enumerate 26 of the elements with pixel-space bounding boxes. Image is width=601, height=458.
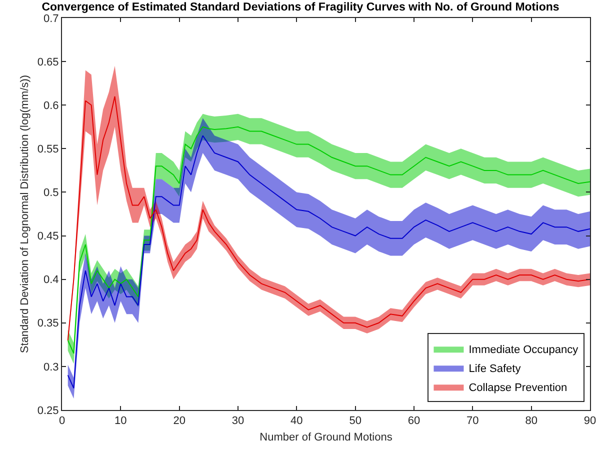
x-tick-label: 0 [58, 415, 66, 428]
x-tick-label: 70 [466, 415, 479, 428]
chart-title: Convergence of Estimated Standard Deviations of Fragility Curves with No. of Ground Motions [42, 1, 560, 14]
legend-label: Collapse Prevention [468, 382, 568, 394]
y-tick-label: 0.55 [37, 144, 59, 156]
y-tick-label: 0.5 [44, 187, 59, 200]
x-tick-label: 40 [290, 415, 303, 428]
x-axis-title: Number of Ground Motions [260, 431, 393, 444]
y-tick-label: 0.3 [44, 361, 59, 374]
legend-label: Life Safety [468, 362, 522, 375]
x-tick-label: 10 [114, 415, 127, 428]
y-tick-label: 0.25 [37, 404, 59, 417]
x-tick-label: 30 [232, 415, 244, 428]
x-tick-label: 50 [349, 415, 362, 428]
y-tick-label: 0.6 [44, 100, 59, 112]
y-tick-label: 0.35 [37, 318, 59, 330]
x-tick-label: 80 [525, 415, 538, 428]
x-tick-label: 20 [173, 415, 186, 428]
legend-label: Immediate Occupancy [468, 344, 579, 356]
y-tick-label: 0.7 [44, 12, 59, 25]
x-tick-label: 60 [408, 415, 420, 428]
y-axis-title: Standard Deviation of Lognormal Distribution (log(mm/s)) [19, 74, 32, 354]
y-tick-label: 0.65 [37, 56, 59, 68]
y-tick-label: 0.4 [44, 274, 59, 286]
y-tick-label: 0.45 [37, 230, 59, 243]
x-tick-label: 90 [584, 415, 596, 428]
